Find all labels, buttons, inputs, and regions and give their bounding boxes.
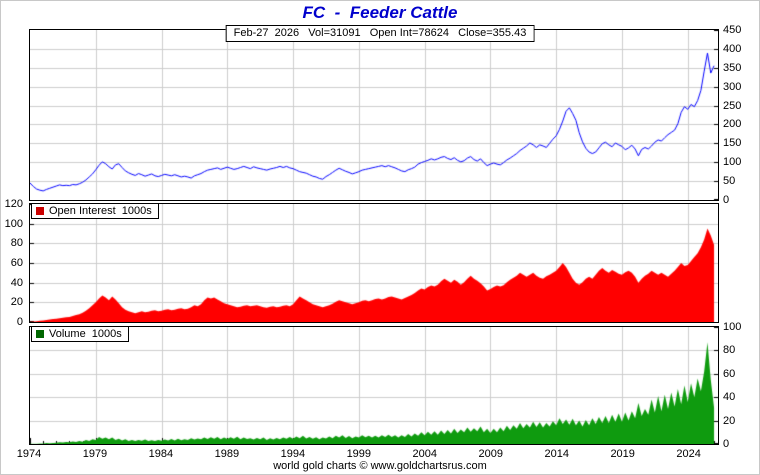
x-axis-year-label: 2024 [676, 448, 701, 460]
price-y-axis-label: 450 [723, 24, 742, 36]
price-y-axis-label: 300 [723, 80, 742, 93]
volume-legend-label: Volume 1000s [49, 328, 122, 340]
open_interest-y-axis-label: 0 [16, 316, 23, 328]
open-interest-panel [29, 203, 719, 323]
x-axis-year-label: 2014 [544, 448, 569, 460]
open_interest-y-axis-label: 60 [10, 257, 23, 269]
open_interest-y-axis-label: 20 [10, 296, 23, 309]
open-interest-legend-label: Open Interest 1000s [49, 205, 152, 217]
volume-y-axis-label: 80 [723, 344, 736, 357]
price-y-axis-label: 250 [723, 99, 742, 112]
x-axis-year-label: 1984 [148, 448, 174, 460]
open_interest-y-axis-label: 100 [4, 217, 23, 230]
open-interest-swatch-icon [36, 207, 44, 215]
quote-info-box: Feb-27 2026 Vol=31091 Open Int=78624 Clo… [225, 25, 535, 42]
price-y-axis-label: 200 [723, 118, 742, 131]
price-panel [29, 29, 719, 201]
price-y-axis-label: 400 [723, 42, 742, 55]
volume-legend: Volume 1000s [31, 326, 129, 342]
price-y-axis-label: 50 [723, 175, 736, 188]
x-axis-year-label: 1989 [214, 448, 240, 460]
open-interest-chart-canvas [30, 204, 718, 322]
x-axis-year-label: 2004 [412, 448, 438, 460]
volume-y-axis-label: 40 [723, 391, 736, 404]
open_interest-y-axis-label: 80 [10, 237, 23, 250]
x-axis-year-label: 1974 [16, 448, 42, 460]
price-y-axis-label: 0 [723, 194, 730, 206]
x-axis-year-label: 1999 [346, 448, 372, 460]
open-interest-legend: Open Interest 1000s [31, 203, 159, 219]
x-axis-year-label: 2019 [610, 448, 635, 460]
price-y-axis-label: 350 [723, 61, 742, 74]
volume-y-axis-label: 0 [723, 438, 730, 450]
chart-title: FC - Feeder Cattle [302, 3, 458, 22]
volume-y-axis-label: 60 [723, 367, 736, 380]
x-axis-year-label: 2009 [478, 448, 503, 460]
volume-y-axis-label: 100 [723, 321, 742, 333]
price-y-axis-label: 100 [723, 156, 742, 169]
open_interest-y-axis-label: 40 [10, 276, 23, 289]
volume-y-axis-label: 20 [723, 414, 736, 427]
volume-swatch-icon [36, 330, 44, 338]
volume-chart-canvas [30, 327, 718, 444]
volume-panel [29, 326, 719, 445]
price-chart-canvas [30, 30, 718, 200]
price-y-axis-label: 150 [723, 137, 742, 150]
x-axis-year-label: 1994 [280, 448, 306, 460]
footer-credit: world gold charts © www.goldchartsrus.co… [273, 460, 487, 472]
x-axis-year-label: 1979 [82, 448, 108, 460]
open_interest-y-axis-label: 120 [4, 198, 23, 210]
